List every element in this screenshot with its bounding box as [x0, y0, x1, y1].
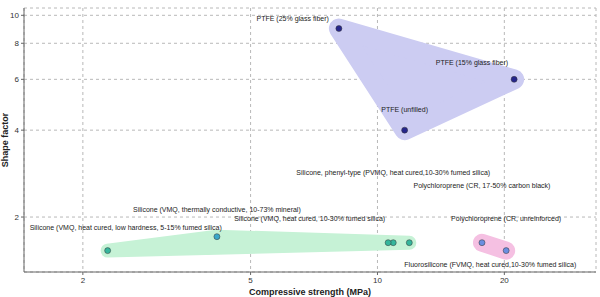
svg-text:Silicone, phenyl-type (PVMQ, h: Silicone, phenyl-type (PVMQ, heat cured,…	[296, 169, 490, 177]
svg-text:4: 4	[15, 126, 20, 135]
svg-text:10: 10	[373, 276, 382, 285]
svg-text:Fluorosilicone (FVMQ, heat cur: Fluorosilicone (FVMQ, heat cured,10-30% …	[404, 261, 576, 269]
svg-text:2: 2	[15, 213, 20, 222]
svg-text:Silicone (VMQ, heat cured, low: Silicone (VMQ, heat cured, low hardness,…	[30, 224, 222, 232]
svg-text:PTFE (15% glass fiber): PTFE (15% glass fiber)	[436, 59, 508, 67]
svg-text:PTFE (25% glass fiber): PTFE (25% glass fiber)	[257, 15, 329, 23]
svg-text:Polychloroprene (CR, unreinfor: Polychloroprene (CR, unreinforced)	[451, 215, 561, 223]
svg-text:PTFE (unfilled): PTFE (unfilled)	[381, 106, 428, 114]
svg-text:Silicone (VMQ, thermally condu: Silicone (VMQ, thermally conductive, 10-…	[133, 206, 301, 214]
svg-text:20: 20	[500, 276, 509, 285]
svg-text:Shape factor: Shape factor	[0, 112, 10, 167]
svg-text:5: 5	[248, 276, 253, 285]
svg-text:2: 2	[81, 276, 86, 285]
svg-text:Polychloroprene (CR, 17-50% ca: Polychloroprene (CR, 17-50% carbon black…	[413, 182, 550, 190]
svg-text:6: 6	[15, 75, 20, 84]
svg-text:Compressive strength (MPa): Compressive strength (MPa)	[249, 287, 371, 297]
svg-text:8: 8	[15, 39, 20, 48]
svg-text:10: 10	[10, 11, 19, 20]
svg-text:Silicone (VMQ, heat cured, 10-: Silicone (VMQ, heat cured, 10-30% fumed …	[234, 215, 385, 223]
